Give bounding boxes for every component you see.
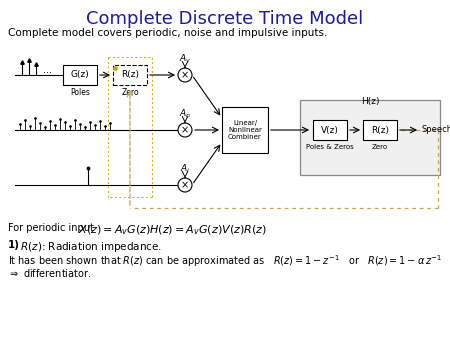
Bar bbox=[300, 100, 440, 175]
Circle shape bbox=[178, 178, 192, 192]
Text: ...: ... bbox=[43, 65, 52, 75]
Bar bbox=[63, 65, 97, 85]
Text: $X(z) = A_vG(z)H(z) = A_vG(z)V(z)R(z)$: $X(z) = A_vG(z)H(z) = A_vG(z)V(z)R(z)$ bbox=[78, 223, 266, 237]
Text: Linear/
Nonlinear
Combiner: Linear/ Nonlinear Combiner bbox=[228, 120, 262, 140]
Text: Zero: Zero bbox=[121, 88, 139, 97]
Text: It has been shown that $R(z)$ can be approximated as   $R(z) = 1 - z^{-1}$   or : It has been shown that $R(z)$ can be app… bbox=[8, 253, 442, 269]
Text: Poles: Poles bbox=[70, 88, 90, 97]
Text: H(z): H(z) bbox=[361, 97, 379, 106]
Text: $A_i$: $A_i$ bbox=[180, 163, 190, 175]
Circle shape bbox=[178, 68, 192, 82]
Text: R(z): R(z) bbox=[121, 71, 139, 79]
Text: $A_v$: $A_v$ bbox=[179, 52, 191, 65]
Text: V(z): V(z) bbox=[321, 125, 339, 135]
Text: For periodic input: For periodic input bbox=[8, 223, 94, 233]
Bar bbox=[313, 120, 347, 140]
Text: ×: × bbox=[181, 70, 189, 80]
Text: $\Rightarrow$ differentiator.: $\Rightarrow$ differentiator. bbox=[8, 267, 91, 279]
Text: $R(z)$: Radiation impedance.: $R(z)$: Radiation impedance. bbox=[17, 240, 162, 254]
Text: $A_n$: $A_n$ bbox=[179, 107, 191, 120]
Text: G(z): G(z) bbox=[71, 71, 90, 79]
Text: Speech: Speech bbox=[422, 125, 450, 135]
Text: Poles & Zeros: Poles & Zeros bbox=[306, 144, 354, 150]
Text: ×: × bbox=[181, 125, 189, 135]
Bar bbox=[222, 107, 268, 153]
Text: ×: × bbox=[181, 180, 189, 190]
Text: R(z): R(z) bbox=[371, 125, 389, 135]
Text: Complete model covers periodic, noise and impulsive inputs.: Complete model covers periodic, noise an… bbox=[8, 28, 328, 38]
Text: 1): 1) bbox=[8, 240, 20, 250]
Text: Zero: Zero bbox=[372, 144, 388, 150]
Bar bbox=[363, 120, 397, 140]
Circle shape bbox=[178, 123, 192, 137]
Bar bbox=[113, 65, 147, 85]
Text: Complete Discrete Time Model: Complete Discrete Time Model bbox=[86, 10, 364, 28]
